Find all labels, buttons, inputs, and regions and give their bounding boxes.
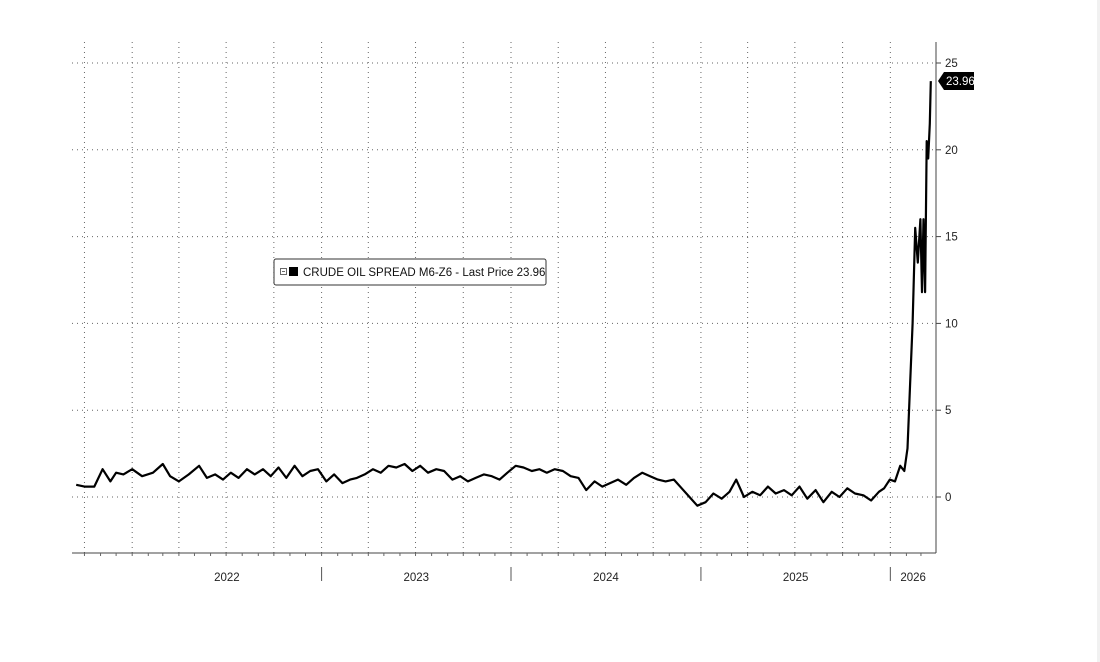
y-tick-label: 10 bbox=[945, 318, 958, 330]
window-edge bbox=[1097, 0, 1100, 662]
last-price-badge-text: 23.96 bbox=[946, 76, 975, 88]
y-axis-ticks: 0 5 10 15 20 25 bbox=[936, 58, 958, 504]
x-tick-label: 2024 bbox=[593, 572, 619, 584]
x-axis-ticks: 2022 2023 2024 2025 2026 bbox=[83, 553, 926, 584]
last-price-badge: 23.96 bbox=[938, 72, 975, 91]
x-tick-label: 2025 bbox=[783, 572, 809, 584]
last-price-badge-shape bbox=[938, 72, 974, 91]
legend: CRUDE OIL SPREAD M6-Z6 - Last Price 23.9… bbox=[273, 258, 547, 286]
legend-swatch bbox=[289, 267, 298, 276]
legend-text: CRUDE OIL SPREAD M6-Z6 - Last Price 23.9… bbox=[303, 267, 545, 279]
y-tick-label: 0 bbox=[945, 492, 951, 504]
y-tick-label: 5 bbox=[945, 405, 951, 417]
gridlines bbox=[72, 42, 936, 553]
series bbox=[75, 81, 932, 507]
axes bbox=[72, 42, 937, 554]
y-tick-label: 25 bbox=[945, 58, 958, 70]
x-tick-label: 2022 bbox=[214, 572, 240, 584]
x-tick-label: 2026 bbox=[900, 572, 926, 584]
series-line bbox=[75, 81, 932, 507]
y-tick-label: 15 bbox=[945, 232, 958, 244]
y-tick-label: 20 bbox=[945, 145, 958, 157]
x-tick-label: 2023 bbox=[404, 572, 430, 584]
legend-box bbox=[273, 258, 547, 286]
